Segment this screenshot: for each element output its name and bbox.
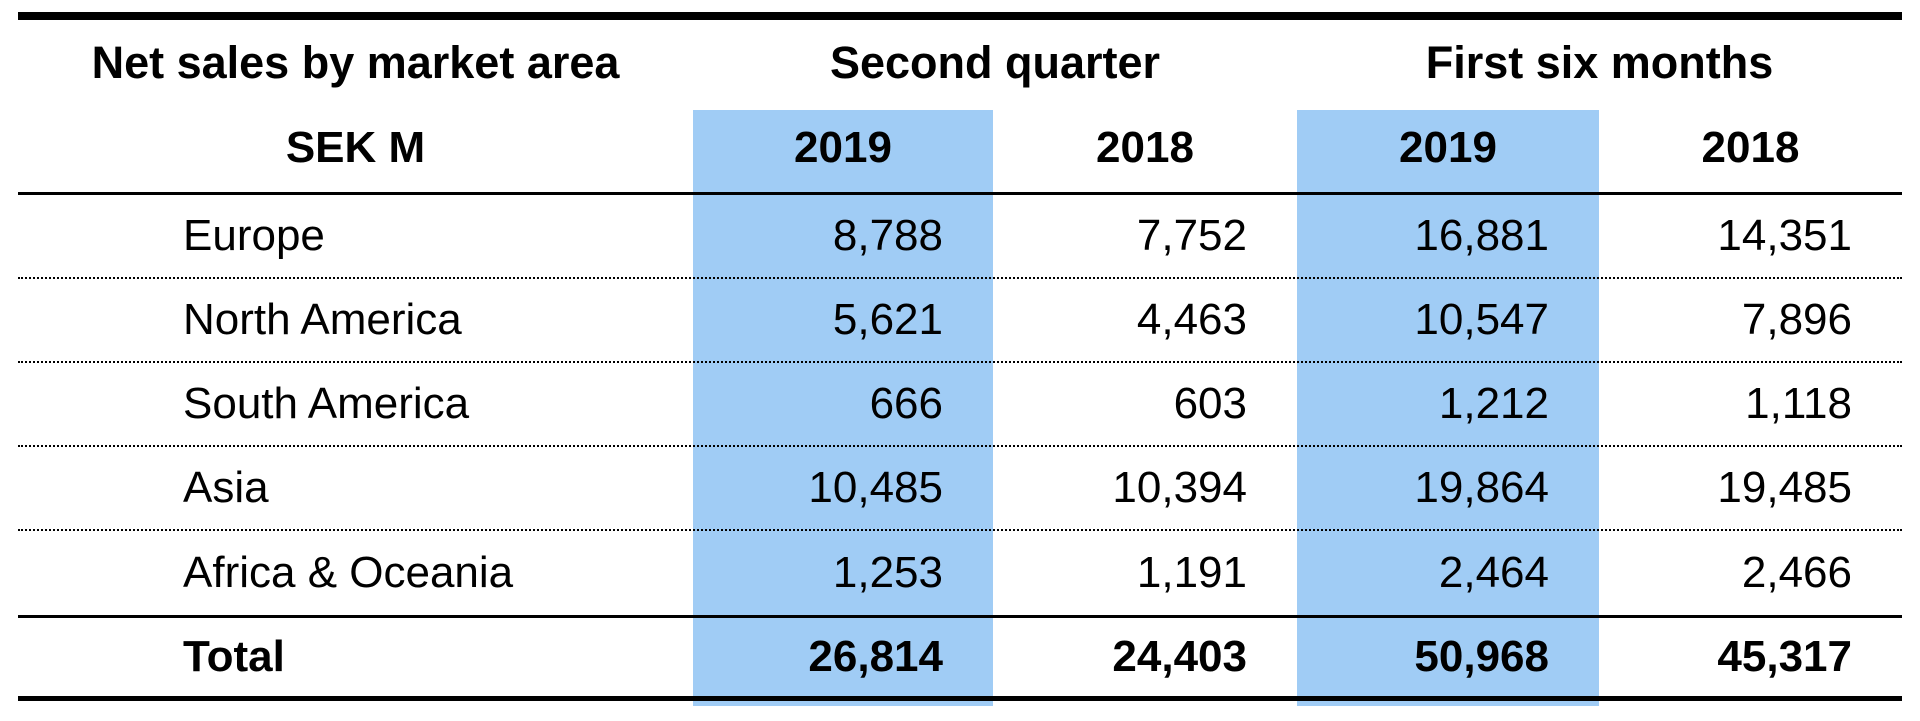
row-label: South America: [183, 379, 470, 428]
value-6m-2019: 19,864: [1414, 463, 1549, 512]
year-header-row: SEK M 2019 2018 2019 2018: [18, 104, 1902, 192]
group-header-first-six-months: First six months: [1425, 36, 1774, 88]
unit-label-sek-m: SEK M: [285, 123, 426, 172]
header-divider: [18, 192, 1902, 195]
total-divider: [18, 615, 1902, 618]
group-header-row: Net sales by market area Second quarter …: [18, 20, 1902, 104]
table-row-europe: Europe 8,788 7,752 16,881 14,351: [18, 195, 1902, 279]
value-q2-2019: 5,621: [832, 295, 943, 344]
table-row-africa-oceania: Africa & Oceania 1,253 1,191 2,464 2,466: [18, 531, 1902, 615]
value-6m-2018: 2,466: [1741, 548, 1852, 597]
value-6m-2018: 1,118: [1745, 379, 1852, 428]
net-sales-table: Net sales by market area Second quarter …: [18, 12, 1902, 701]
year-header-q2-2019: 2019: [794, 123, 892, 172]
total-label: Total: [183, 632, 285, 681]
table-bottom-border: [18, 696, 1902, 701]
total-q2-2019: 26,814: [808, 632, 943, 681]
highlight-column-second-quarter-2019: [693, 110, 993, 706]
value-q2-2019: 8,788: [832, 211, 943, 260]
value-q2-2018: 1,191: [1136, 548, 1247, 597]
value-q2-2018: 4,463: [1136, 295, 1247, 344]
total-6m-2019: 50,968: [1414, 632, 1549, 681]
year-header-q2-2018: 2018: [1096, 123, 1194, 172]
highlight-column-first-six-months-2019: [1297, 110, 1599, 706]
total-q2-2018: 24,403: [1112, 632, 1247, 681]
year-header-6m-2018: 2018: [1701, 123, 1800, 172]
value-q2-2019: 10,485: [808, 463, 943, 512]
row-label: Asia: [183, 463, 269, 512]
row-label: Europe: [183, 211, 325, 260]
table-title: Net sales by market area: [91, 36, 620, 88]
year-header-6m-2019: 2019: [1399, 123, 1497, 172]
value-6m-2019: 2,464: [1438, 548, 1549, 597]
table-row-north-america: North America 5,621 4,463 10,547 7,896: [18, 279, 1902, 363]
value-6m-2019: 1,212: [1438, 379, 1549, 428]
value-6m-2019: 10,547: [1414, 295, 1549, 344]
table-top-border: [18, 12, 1902, 20]
group-header-second-quarter: Second quarter: [829, 36, 1161, 88]
row-label: Africa & Oceania: [183, 548, 514, 597]
value-q2-2019: 666: [869, 379, 943, 428]
table-row-total: Total 26,814 24,403 50,968 45,317: [18, 618, 1902, 696]
value-q2-2018: 7,752: [1136, 211, 1247, 260]
value-q2-2018: 10,394: [1112, 463, 1247, 512]
table-row-south-america: South America 666 603 1,212 1,118: [18, 363, 1902, 447]
value-q2-2019: 1,253: [832, 548, 943, 597]
value-6m-2018: 7,896: [1741, 295, 1852, 344]
total-6m-2018: 45,317: [1717, 632, 1852, 681]
value-6m-2019: 16,881: [1414, 211, 1549, 260]
value-q2-2018: 603: [1173, 379, 1247, 428]
value-6m-2018: 14,351: [1717, 211, 1852, 260]
row-label: North America: [183, 295, 462, 344]
value-6m-2018: 19,485: [1717, 463, 1852, 512]
table-row-asia: Asia 10,485 10,394 19,864 19,485: [18, 447, 1902, 531]
